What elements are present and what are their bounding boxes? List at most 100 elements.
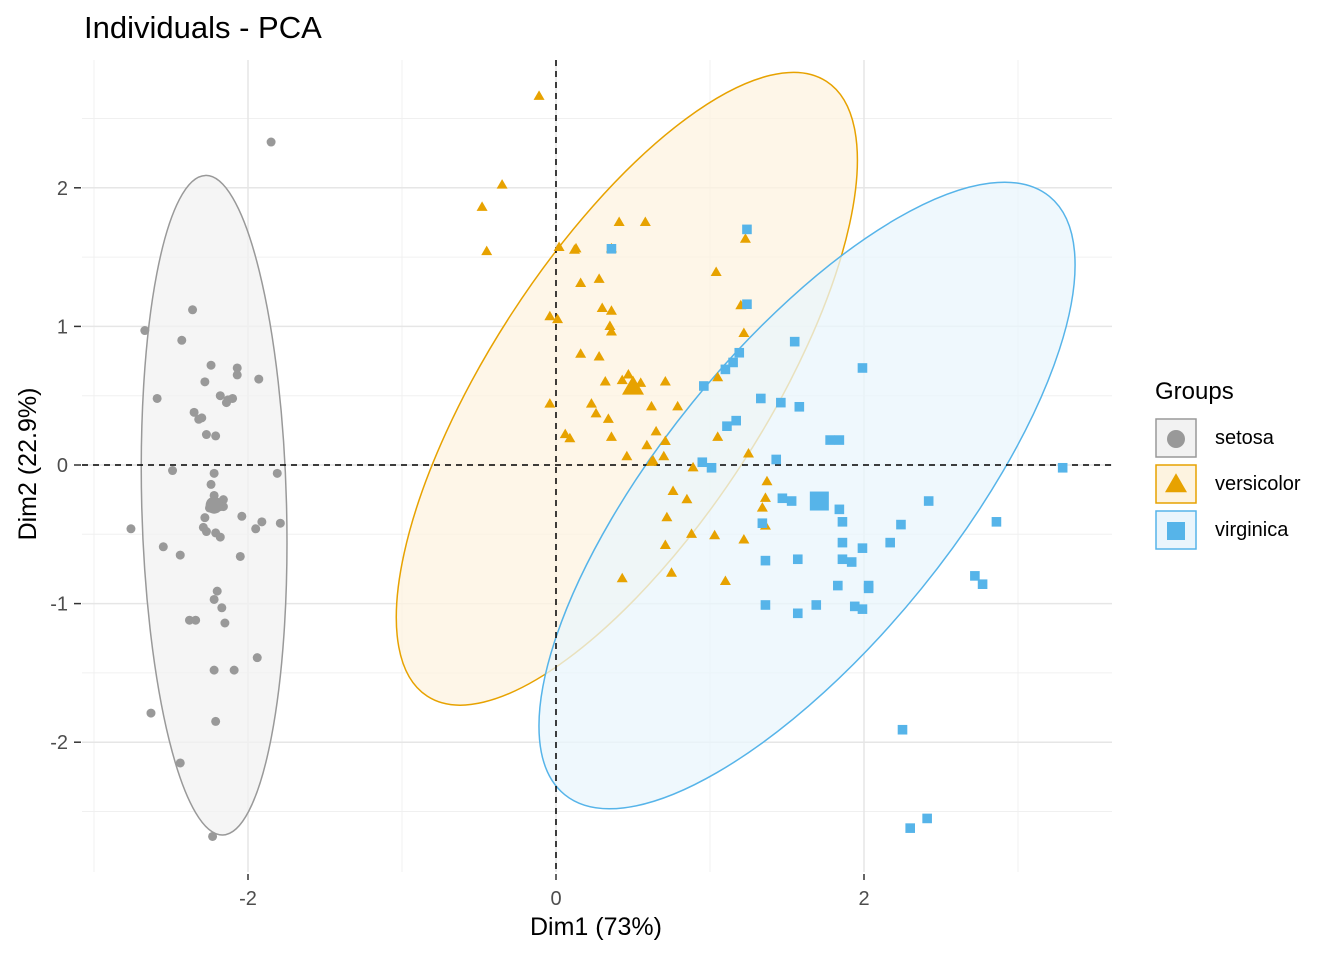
point-virginica — [837, 554, 848, 565]
point-virginica — [756, 393, 766, 404]
point-versicolor — [686, 528, 698, 538]
legend-key-circle-icon — [1155, 418, 1197, 458]
point-setosa — [201, 527, 211, 537]
circle-icon — [1167, 430, 1185, 448]
legend-label: setosa — [1215, 426, 1274, 449]
point-setosa — [272, 468, 282, 478]
point-setosa — [200, 513, 210, 523]
point-setosa — [209, 594, 219, 604]
legend-key-virginica — [1155, 510, 1197, 550]
point-setosa — [275, 518, 285, 528]
point-setosa — [152, 393, 162, 403]
point-virginica — [846, 557, 857, 567]
point-versicolor — [605, 305, 617, 315]
point-versicolor — [552, 313, 564, 324]
point-versicolor — [666, 567, 677, 577]
point-virginica — [885, 537, 895, 548]
point-virginica — [706, 462, 717, 473]
point-versicolor — [605, 431, 617, 441]
point-virginica — [760, 555, 771, 566]
point-virginica — [1057, 462, 1068, 473]
point-setosa — [158, 542, 168, 552]
point-virginica — [970, 571, 980, 581]
y-tick-label: 0 — [57, 455, 68, 477]
point-setosa — [206, 479, 216, 489]
point-virginica — [922, 813, 932, 824]
triangle-icon — [1165, 473, 1187, 493]
point-virginica — [834, 504, 845, 515]
point-virginica — [896, 519, 906, 530]
point-versicolor — [738, 327, 750, 337]
point-versicolor — [759, 492, 771, 502]
point-setosa — [188, 305, 198, 315]
point-virginica — [825, 435, 835, 445]
point-versicolor — [667, 485, 679, 495]
point-setosa — [257, 517, 267, 527]
x-axis-title: Dim1 (73%) — [530, 913, 662, 941]
point-versicolor — [641, 439, 653, 450]
point-versicolor — [599, 375, 611, 386]
legend-key-versicolor — [1155, 464, 1197, 504]
point-virginica — [794, 401, 805, 412]
point-setosa — [211, 431, 221, 441]
point-virginica — [834, 435, 845, 445]
point-versicolor — [658, 450, 670, 461]
point-virginica — [731, 415, 741, 426]
point-setosa — [252, 653, 262, 663]
point-setosa — [228, 393, 238, 403]
point-versicolor — [481, 245, 493, 256]
point-versicolor — [639, 216, 651, 227]
point-versicolor — [761, 475, 773, 486]
point-versicolor — [712, 431, 724, 441]
point-setosa — [206, 360, 216, 370]
point-virginica — [792, 608, 803, 619]
y-axis-title: Dim2 (22.9%) — [14, 387, 42, 541]
legend-label: virginica — [1215, 518, 1289, 541]
point-versicolor — [738, 533, 750, 544]
point-versicolor — [739, 233, 751, 243]
point-setosa — [177, 335, 187, 345]
chart-title: Individuals - PCA — [84, 10, 322, 45]
legend-key-setosa — [1155, 418, 1197, 458]
group-centroids — [205, 375, 829, 514]
point-versicolor — [719, 575, 731, 586]
point-versicolor — [621, 450, 633, 461]
point-versicolor — [553, 241, 565, 252]
point-versicolor — [650, 425, 662, 436]
point-setosa — [191, 615, 201, 625]
point-setosa — [194, 414, 204, 424]
y-tick-label: 1 — [57, 316, 68, 338]
point-setosa — [237, 511, 247, 521]
square-icon — [1167, 522, 1185, 540]
point-virginica — [837, 537, 848, 548]
point-virginica — [833, 580, 843, 591]
point-virginica — [742, 299, 752, 310]
point-versicolor — [602, 413, 614, 423]
legend: Groups setosa versicolor virginica — [1155, 378, 1301, 554]
point-setosa — [232, 370, 242, 380]
point-versicolor — [616, 572, 628, 583]
point-virginica — [849, 601, 860, 612]
point-virginica — [897, 724, 908, 735]
point-setosa — [200, 377, 210, 387]
point-versicolor — [496, 179, 508, 189]
point-virginica — [789, 336, 800, 347]
point-setosa — [220, 618, 230, 628]
x-tick-label: 0 — [550, 888, 561, 910]
point-setosa — [232, 363, 242, 373]
point-virginica — [905, 823, 915, 833]
point-virginica — [991, 517, 1002, 527]
point-virginica — [760, 600, 771, 610]
point-versicolor — [593, 273, 605, 283]
point-virginica — [606, 243, 617, 254]
point-setosa — [209, 468, 219, 478]
point-versicolor — [616, 374, 628, 385]
point-versicolor — [756, 502, 768, 512]
reference-lines — [82, 60, 1112, 872]
point-setosa — [215, 391, 225, 401]
legend-item-virginica: virginica — [1155, 508, 1301, 552]
point-versicolor — [659, 539, 671, 549]
legend-item-versicolor: versicolor — [1155, 462, 1301, 506]
point-versicolor — [544, 310, 556, 321]
point-setosa — [254, 374, 264, 384]
